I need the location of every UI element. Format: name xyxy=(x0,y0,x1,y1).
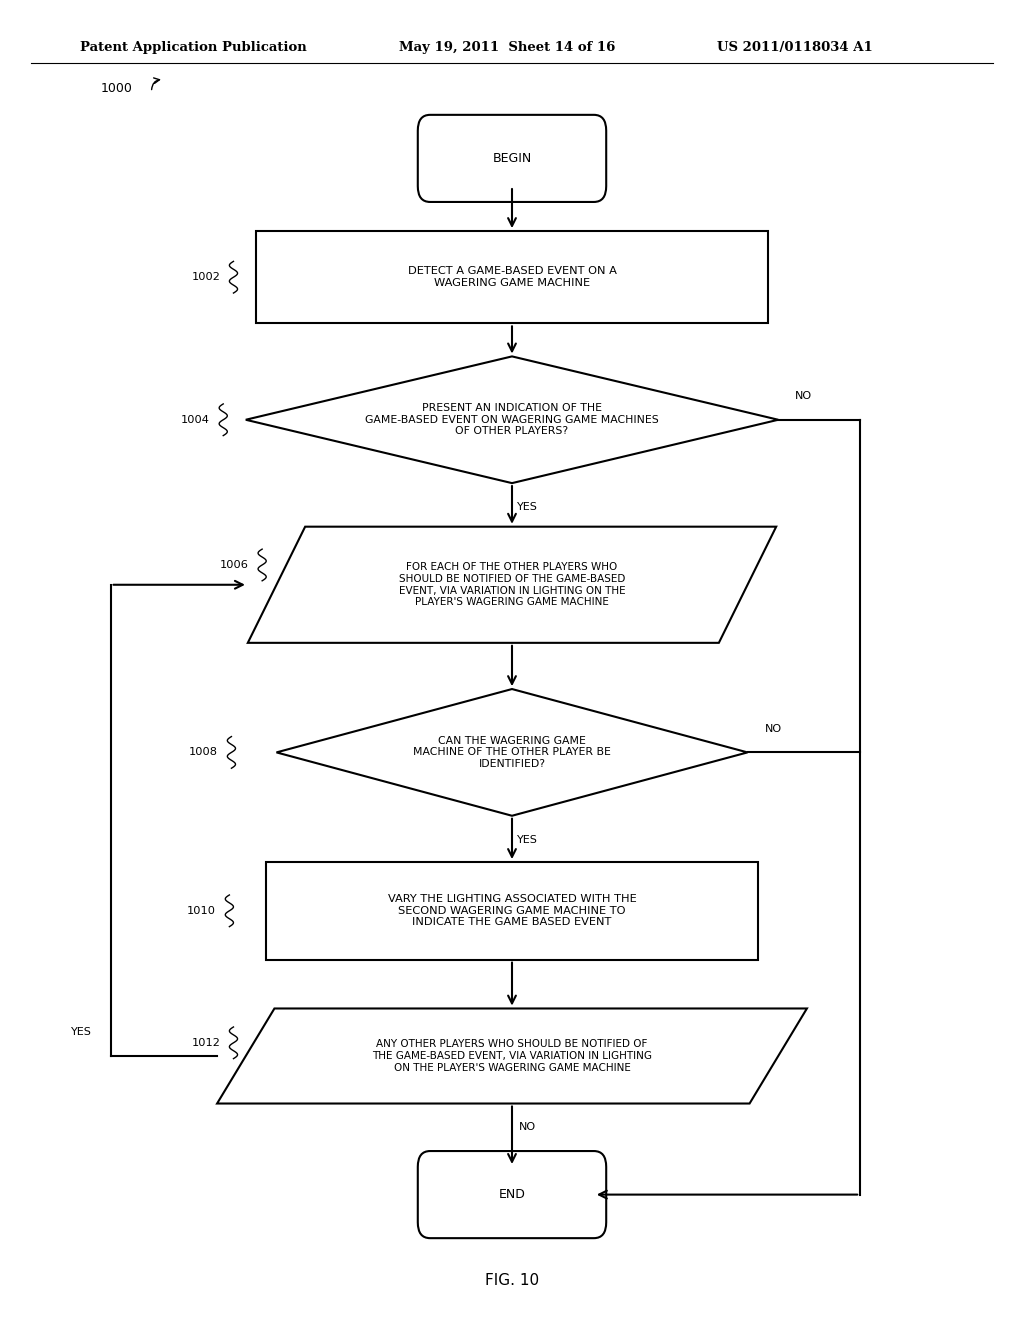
Bar xyxy=(256,231,768,323)
Text: 1010: 1010 xyxy=(187,906,216,916)
Polygon shape xyxy=(276,689,748,816)
Text: NO: NO xyxy=(519,1122,536,1133)
Text: 1008: 1008 xyxy=(189,747,218,758)
Text: 1006: 1006 xyxy=(220,560,249,570)
Polygon shape xyxy=(246,356,778,483)
Text: CAN THE WAGERING GAME
MACHINE OF THE OTHER PLAYER BE
IDENTIFIED?: CAN THE WAGERING GAME MACHINE OF THE OTH… xyxy=(413,735,611,770)
Text: 1000: 1000 xyxy=(100,82,132,95)
Bar xyxy=(266,862,758,960)
Text: END: END xyxy=(499,1188,525,1201)
FancyBboxPatch shape xyxy=(418,1151,606,1238)
Text: 1012: 1012 xyxy=(191,1038,220,1048)
Text: YES: YES xyxy=(517,834,538,845)
FancyBboxPatch shape xyxy=(418,115,606,202)
Text: ANY OTHER PLAYERS WHO SHOULD BE NOTIFIED OF
THE GAME-BASED EVENT, VIA VARIATION : ANY OTHER PLAYERS WHO SHOULD BE NOTIFIED… xyxy=(372,1039,652,1073)
Text: US 2011/0118034 A1: US 2011/0118034 A1 xyxy=(717,41,872,54)
Text: VARY THE LIGHTING ASSOCIATED WITH THE
SECOND WAGERING GAME MACHINE TO
INDICATE T: VARY THE LIGHTING ASSOCIATED WITH THE SE… xyxy=(388,894,636,928)
Text: NO: NO xyxy=(765,723,781,734)
Text: PRESENT AN INDICATION OF THE
GAME-BASED EVENT ON WAGERING GAME MACHINES
OF OTHER: PRESENT AN INDICATION OF THE GAME-BASED … xyxy=(366,403,658,437)
Text: 1004: 1004 xyxy=(181,414,210,425)
Text: BEGIN: BEGIN xyxy=(493,152,531,165)
Text: NO: NO xyxy=(796,391,812,401)
Text: YES: YES xyxy=(517,502,538,512)
Text: YES: YES xyxy=(72,1027,92,1038)
Text: May 19, 2011  Sheet 14 of 16: May 19, 2011 Sheet 14 of 16 xyxy=(399,41,615,54)
Text: FOR EACH OF THE OTHER PLAYERS WHO
SHOULD BE NOTIFIED OF THE GAME-BASED
EVENT, VI: FOR EACH OF THE OTHER PLAYERS WHO SHOULD… xyxy=(398,562,626,607)
Text: DETECT A GAME-BASED EVENT ON A
WAGERING GAME MACHINE: DETECT A GAME-BASED EVENT ON A WAGERING … xyxy=(408,267,616,288)
Text: Patent Application Publication: Patent Application Publication xyxy=(80,41,306,54)
Polygon shape xyxy=(217,1008,807,1104)
Polygon shape xyxy=(248,527,776,643)
Text: 1002: 1002 xyxy=(191,272,220,282)
Text: FIG. 10: FIG. 10 xyxy=(485,1272,539,1288)
